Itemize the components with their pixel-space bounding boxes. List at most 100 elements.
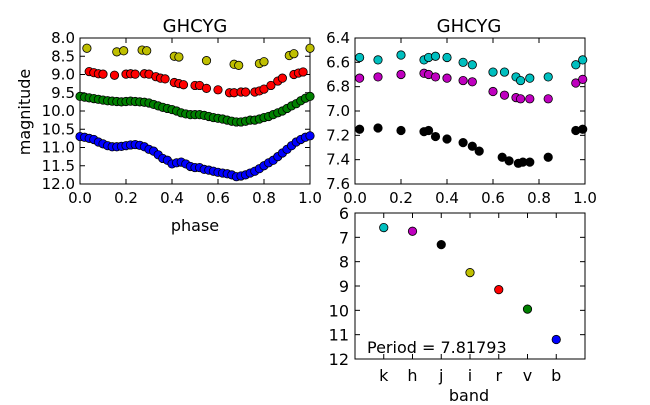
x-tick-label: 0.8 <box>527 189 551 207</box>
data-point-k-band <box>499 67 510 77</box>
y-tick-label: 10 <box>329 301 349 320</box>
x-tick-label: b <box>551 366 561 385</box>
x-tick-label: 0.8 <box>252 189 276 207</box>
data-point-y-band <box>259 57 269 67</box>
y-tick-label: 9 <box>339 277 349 296</box>
panel-1-xlabel: phase <box>171 216 219 235</box>
x-tick-label: 0.2 <box>114 189 138 207</box>
period-annotation: Period = 7.81793 <box>367 338 507 357</box>
data-point-y-band <box>201 56 212 66</box>
data-point-h-band <box>430 72 441 82</box>
y-tick-label: 7.4 <box>326 151 350 169</box>
panel-1-ylabel: magnitude <box>15 69 34 156</box>
x-tick-label: h <box>407 366 417 385</box>
band-point-r <box>494 285 504 295</box>
data-point-h-band <box>373 72 383 82</box>
y-tick-label: 7 <box>339 228 349 247</box>
x-tick-label: 0.6 <box>481 189 505 207</box>
data-point-r-band <box>178 80 189 90</box>
data-point-y-band <box>82 43 92 53</box>
data-point-j-band <box>578 124 588 134</box>
data-point-j-band <box>543 152 553 162</box>
data-point-h-band <box>543 94 553 104</box>
data-point-r-band <box>98 69 108 79</box>
x-tick-label: 0.6 <box>206 189 230 207</box>
data-point-r-band <box>241 87 251 97</box>
data-point-k-band <box>467 60 477 70</box>
data-point-y-band <box>174 52 184 62</box>
band-point-i <box>465 268 475 278</box>
data-point-r-band <box>130 69 140 79</box>
y-tick-label: 9.0 <box>51 66 75 84</box>
data-point-y-band <box>142 46 152 56</box>
y-tick-label: 12.0 <box>42 175 75 193</box>
data-point-r-band <box>277 73 287 83</box>
data-point-h-band <box>499 90 510 100</box>
light-curve-panel: GHCYG phase magnitude 0.0 0.2 0.4 0.6 0.8 1.0… <box>15 16 322 235</box>
panel-3-xlabel: band <box>449 386 489 401</box>
x-tick-label: 1.0 <box>573 189 597 207</box>
data-point-k-band <box>525 73 535 83</box>
x-tick-label: 0.0 <box>68 189 92 207</box>
y-tick-label: 12 <box>329 350 349 369</box>
data-point-j-band <box>458 138 468 148</box>
y-tick-label: 7.6 <box>326 175 350 193</box>
data-point-r-band <box>298 67 308 77</box>
y-tick-label: 11.0 <box>42 139 75 157</box>
data-point-j-band <box>525 157 535 167</box>
data-point-y-band <box>289 49 299 59</box>
band-point-j <box>436 240 446 250</box>
data-point-h-band <box>515 94 526 104</box>
data-point-r-band <box>213 85 223 95</box>
y-tick-label: 8.5 <box>51 47 75 65</box>
data-point-j-band <box>423 125 434 136</box>
data-point-k-band <box>488 67 498 77</box>
x-tick-label: 0.0 <box>343 189 367 207</box>
band-point-b <box>551 334 561 345</box>
x-tick-label: 1.0 <box>298 189 322 207</box>
x-tick-label: v <box>523 366 532 385</box>
data-point-k-band <box>571 60 581 70</box>
data-point-h-band <box>442 73 452 83</box>
data-point-j-band <box>373 123 383 133</box>
data-point-h-band <box>467 77 477 87</box>
data-point-j-band <box>474 146 484 156</box>
band-point-h <box>407 226 418 236</box>
data-point-y-band <box>234 60 244 70</box>
y-tick-label: 6.4 <box>326 29 350 47</box>
x-tick-label: 0.4 <box>160 189 184 207</box>
x-tick-label: 0.4 <box>435 189 459 207</box>
data-point-h-band <box>354 73 365 83</box>
y-tick-label: 7.0 <box>326 102 350 120</box>
panel-1-title: GHCYG <box>163 16 228 37</box>
band-point-v <box>522 304 533 314</box>
y-tick-label: 10.5 <box>42 120 75 138</box>
data-point-r-band <box>160 74 170 84</box>
data-point-k-band <box>515 75 526 86</box>
data-point-j-band <box>430 131 441 142</box>
x-tick-label: 0.2 <box>389 189 413 207</box>
y-tick-label: 10.0 <box>42 102 75 120</box>
y-tick-label: 11 <box>329 326 349 345</box>
x-tick-label: k <box>379 366 389 385</box>
y-tick-label: 6 <box>339 204 349 223</box>
y-tick-label: 6.6 <box>326 53 350 71</box>
data-point-r-band <box>266 80 276 91</box>
data-point-k-band <box>543 72 553 82</box>
data-point-h-band <box>525 94 535 104</box>
data-point-k-band <box>354 52 365 63</box>
data-point-k-band <box>458 57 468 67</box>
data-point-k-band <box>396 50 406 60</box>
data-point-y-band <box>119 46 129 56</box>
data-point-k-band <box>578 55 588 65</box>
data-point-k-band <box>430 51 441 61</box>
data-point-v-band <box>305 91 315 102</box>
band-magnitude-panel: band Period = 7.81793 k h j i r v b 6 7 8 9 10 11 12 <box>329 204 586 405</box>
data-point-j-band <box>354 124 365 134</box>
y-tick-label: 8 <box>339 253 349 272</box>
x-tick-label: r <box>495 366 502 385</box>
data-point-k-band <box>373 55 383 65</box>
data-point-h-band <box>578 74 588 84</box>
